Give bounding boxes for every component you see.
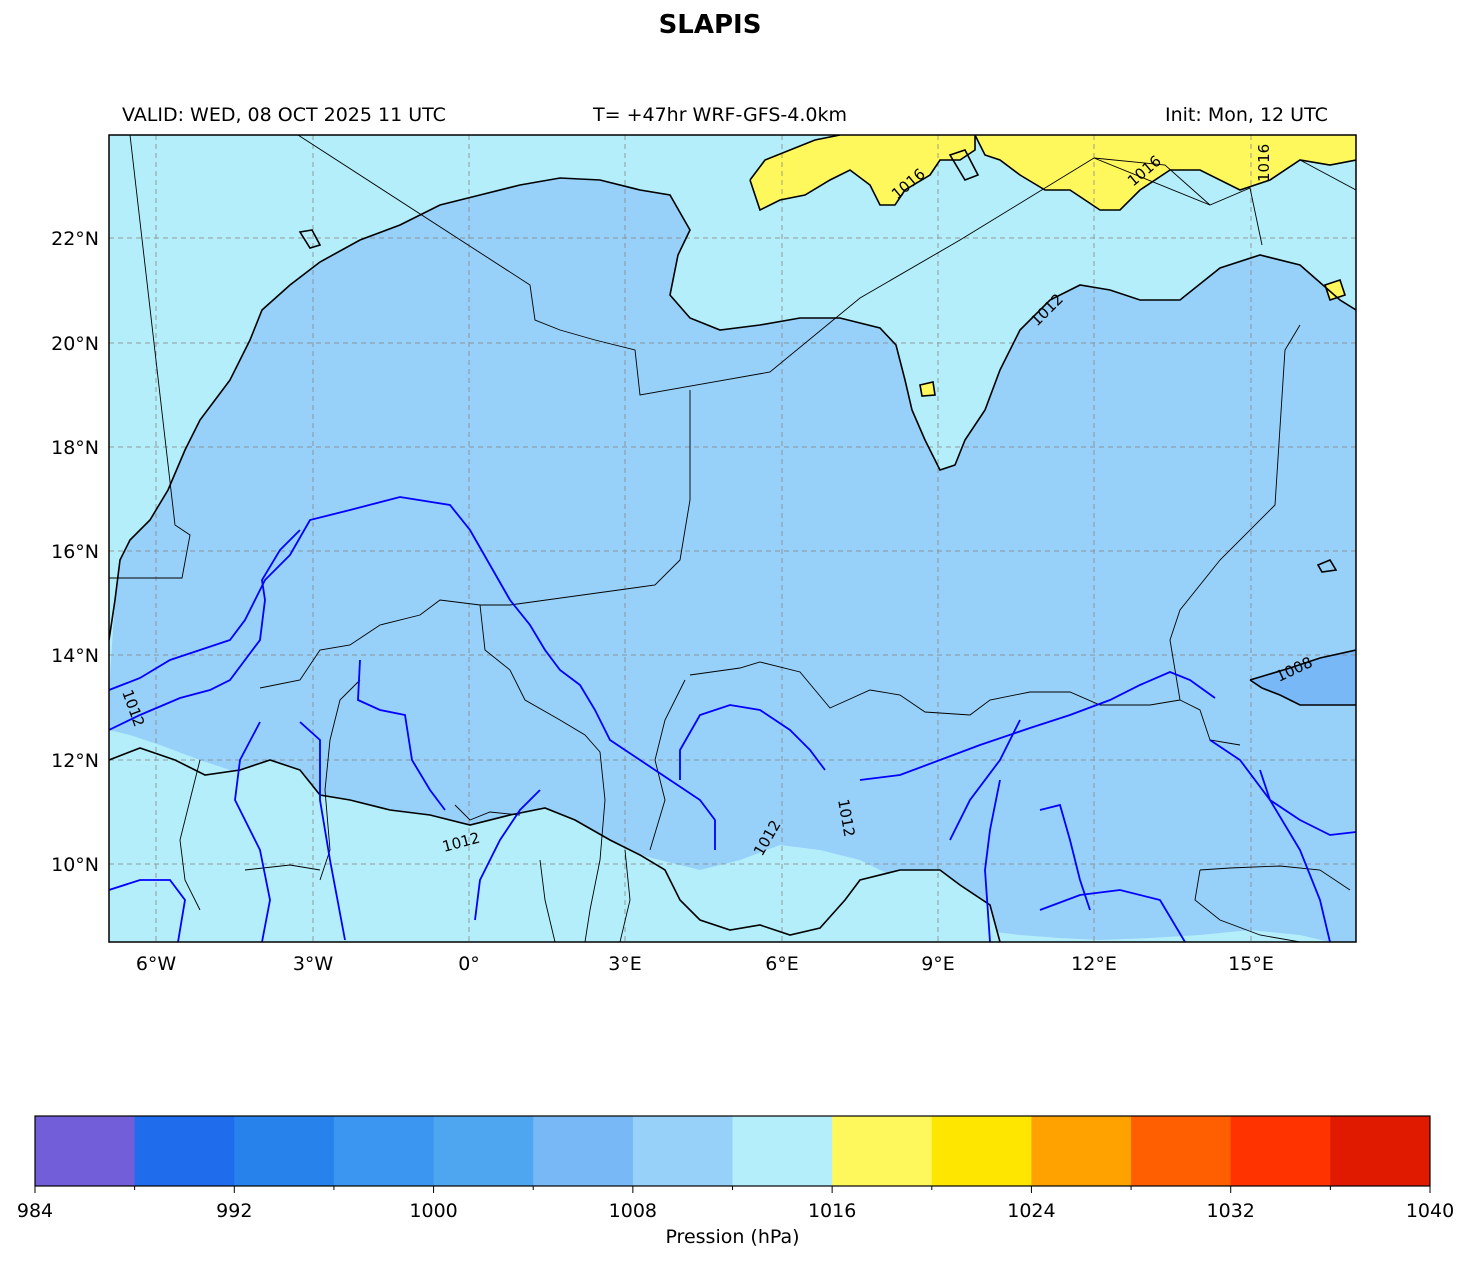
colorbar-segment	[234, 1116, 335, 1186]
colorbar-tick-label: 1024	[1007, 1200, 1055, 1222]
lon-label: 3°W	[293, 953, 334, 975]
latitude-labels: 22°N 20°N 18°N 16°N 14°N 12°N 10°N	[51, 228, 99, 876]
colorbar-tick-label: 992	[216, 1200, 252, 1222]
map-panel: 1016 1016 1016 1012 1012 1012 1012 1012 …	[109, 135, 1356, 942]
country-borders	[109, 135, 1356, 942]
field-1012-1016-south	[109, 748, 1000, 942]
field-1016-1020-islet	[1325, 280, 1345, 300]
colorbar-tick-label: 1016	[808, 1200, 856, 1222]
chart-title: SLAPIS	[658, 10, 762, 40]
longitude-labels: 6°W 3°W 0° 3°E 6°E 9°E 12°E 15°E	[136, 953, 1274, 975]
lon-label: 12°E	[1071, 953, 1117, 975]
field-1016-1020-north	[750, 135, 975, 210]
model-run-label: T= +47hr WRF-GFS-4.0km	[593, 104, 847, 126]
lat-label: 10°N	[51, 854, 99, 876]
init-time-label: Init: Mon, 12 UTC	[1165, 104, 1328, 126]
contour-label: 1016	[1255, 144, 1273, 182]
colorbar-segment	[632, 1116, 733, 1186]
valid-time-label: VALID: WED, 08 OCT 2025 11 UTC	[122, 104, 446, 126]
field-1008-1012	[109, 178, 1356, 942]
colorbar	[34, 1115, 1431, 1187]
map-frame	[108, 134, 1357, 943]
colorbar-segment	[1230, 1116, 1331, 1186]
lon-label: 6°W	[136, 953, 177, 975]
isobar-lines	[109, 496, 1356, 942]
field-1004-1008	[1250, 650, 1356, 705]
colorbar-ticks: 984 992 1000 1008 1016 1024 1032 1040	[17, 1186, 1454, 1222]
colorbar-tick-label: 1008	[609, 1200, 657, 1222]
colorbar-segment	[134, 1116, 235, 1186]
colorbar-tick-label: 1000	[409, 1200, 457, 1222]
lat-label: 16°N	[51, 541, 99, 563]
colorbar-segment	[533, 1116, 634, 1186]
colorbar-segment	[433, 1116, 534, 1186]
colorbar-segment	[1031, 1116, 1132, 1186]
lon-label: 9°E	[921, 953, 955, 975]
lat-label: 18°N	[51, 437, 99, 459]
lat-label: 12°N	[51, 750, 99, 772]
lon-label: 0°	[458, 953, 480, 975]
colorbar-tick-label: 1032	[1207, 1200, 1255, 1222]
colorbar-segment	[333, 1116, 435, 1186]
colorbar-segment	[1330, 1116, 1431, 1186]
lon-label: 3°E	[608, 953, 642, 975]
lat-label: 20°N	[51, 333, 99, 355]
lon-label: 6°E	[765, 953, 799, 975]
colorbar-segment	[1131, 1116, 1232, 1186]
colorbar-segment	[732, 1116, 833, 1186]
colorbar-title: Pression (hPa)	[665, 1226, 800, 1248]
colorbar-tick-label: 1040	[1406, 1200, 1454, 1222]
field-1016-1020-islet	[920, 382, 935, 396]
colorbar-segment	[35, 1116, 136, 1186]
lat-label: 14°N	[51, 645, 99, 667]
colorbar-segment	[832, 1116, 933, 1186]
colorbar-segment	[931, 1116, 1032, 1186]
lat-label: 22°N	[51, 228, 99, 250]
lon-label: 15°E	[1228, 953, 1274, 975]
colorbar-tick-label: 984	[17, 1200, 53, 1222]
contour-lines	[109, 135, 1356, 942]
